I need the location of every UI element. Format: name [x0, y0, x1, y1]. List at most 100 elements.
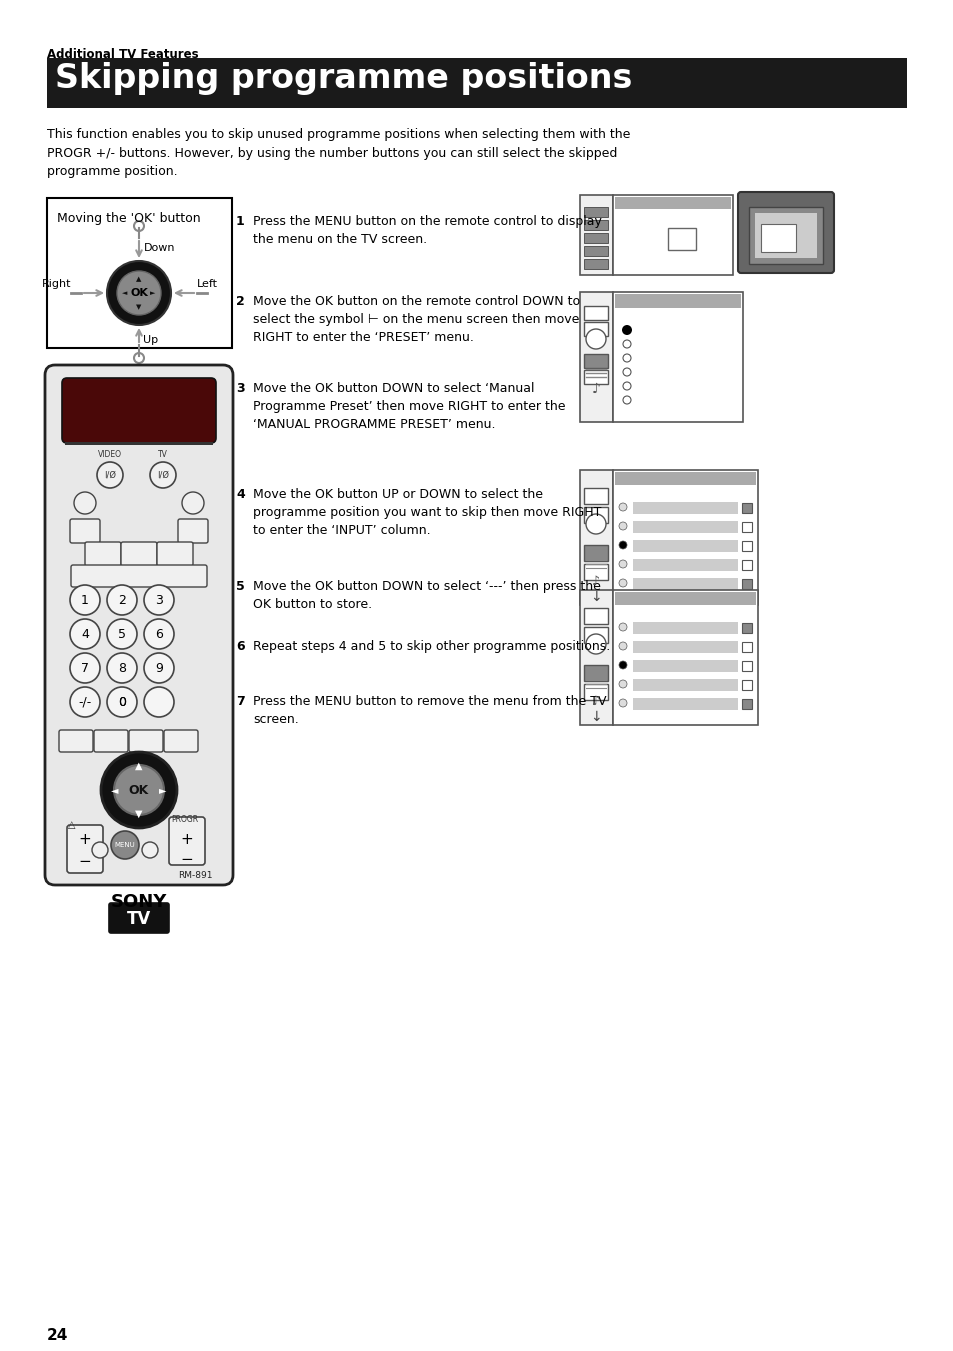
- Circle shape: [618, 698, 626, 707]
- Text: ↓: ↓: [590, 711, 601, 724]
- Text: ♪: ♪: [591, 382, 599, 396]
- FancyBboxPatch shape: [583, 608, 607, 624]
- Text: 4: 4: [81, 627, 89, 640]
- Circle shape: [585, 634, 605, 654]
- Circle shape: [70, 688, 100, 717]
- Text: OK: OK: [130, 288, 148, 299]
- Bar: [754, 213, 816, 258]
- FancyBboxPatch shape: [583, 665, 607, 681]
- Text: 3: 3: [235, 382, 244, 394]
- FancyBboxPatch shape: [583, 259, 607, 269]
- Circle shape: [70, 585, 100, 615]
- Bar: [613, 195, 732, 276]
- FancyBboxPatch shape: [583, 370, 607, 384]
- FancyBboxPatch shape: [85, 542, 121, 566]
- FancyBboxPatch shape: [70, 519, 100, 543]
- Bar: [633, 503, 738, 513]
- FancyBboxPatch shape: [94, 730, 128, 753]
- FancyBboxPatch shape: [741, 680, 751, 690]
- Text: Skipping programme positions: Skipping programme positions: [55, 62, 632, 95]
- Circle shape: [585, 513, 605, 534]
- Text: 6: 6: [155, 627, 163, 640]
- Text: −: −: [180, 852, 193, 867]
- FancyBboxPatch shape: [738, 192, 833, 273]
- FancyBboxPatch shape: [583, 627, 607, 643]
- Circle shape: [618, 642, 626, 650]
- Text: I/Ø: I/Ø: [157, 470, 169, 480]
- Circle shape: [144, 619, 173, 648]
- Text: 1: 1: [81, 593, 89, 607]
- Circle shape: [70, 619, 100, 648]
- Circle shape: [144, 688, 173, 717]
- Circle shape: [618, 661, 626, 669]
- Circle shape: [618, 580, 626, 586]
- Bar: [633, 640, 738, 653]
- Circle shape: [618, 503, 626, 511]
- Text: Press the MENU button to remove the menu from the TV
screen.: Press the MENU button to remove the menu…: [253, 694, 606, 725]
- Circle shape: [585, 330, 605, 349]
- Text: 8: 8: [118, 662, 126, 674]
- FancyBboxPatch shape: [583, 207, 607, 218]
- FancyBboxPatch shape: [121, 542, 157, 566]
- Circle shape: [91, 842, 108, 858]
- FancyBboxPatch shape: [71, 565, 207, 586]
- FancyBboxPatch shape: [583, 488, 607, 504]
- FancyBboxPatch shape: [741, 503, 751, 513]
- Text: This function enables you to skip unused programme positions when selecting them: This function enables you to skip unused…: [47, 128, 630, 178]
- Circle shape: [618, 680, 626, 688]
- Circle shape: [70, 653, 100, 684]
- FancyBboxPatch shape: [583, 232, 607, 243]
- Bar: [760, 224, 795, 253]
- Circle shape: [150, 462, 175, 488]
- Circle shape: [621, 326, 631, 335]
- FancyBboxPatch shape: [583, 305, 607, 320]
- FancyBboxPatch shape: [67, 825, 103, 873]
- Text: ►: ►: [151, 290, 155, 296]
- Text: Move the OK button UP or DOWN to select the
programme position you want to skip : Move the OK button UP or DOWN to select …: [253, 488, 600, 536]
- Circle shape: [111, 831, 139, 859]
- Text: 2: 2: [118, 593, 126, 607]
- Circle shape: [618, 561, 626, 567]
- FancyBboxPatch shape: [741, 540, 751, 551]
- Text: TV: TV: [158, 450, 168, 459]
- Bar: [47, 58, 906, 108]
- Text: +: +: [78, 832, 91, 847]
- FancyBboxPatch shape: [741, 561, 751, 570]
- Circle shape: [113, 765, 164, 815]
- Bar: [633, 661, 738, 671]
- Text: Up: Up: [143, 335, 158, 345]
- Text: ▼: ▼: [136, 304, 142, 309]
- Text: Moving the 'OK' button: Moving the 'OK' button: [57, 212, 200, 226]
- Bar: [633, 698, 738, 711]
- FancyBboxPatch shape: [129, 730, 163, 753]
- Text: TV: TV: [127, 911, 151, 928]
- Text: 4: 4: [235, 488, 245, 501]
- Text: 6: 6: [235, 640, 244, 653]
- FancyBboxPatch shape: [583, 544, 607, 561]
- Text: Move the OK button DOWN to select ‘---’ then press the
OK button to store.: Move the OK button DOWN to select ‘---’ …: [253, 580, 600, 611]
- Text: 7: 7: [81, 662, 89, 674]
- Bar: [667, 228, 696, 250]
- Text: 2: 2: [235, 295, 245, 308]
- Text: ◄: ◄: [112, 785, 118, 794]
- Text: Press the MENU button on the remote control to display
the menu on the TV screen: Press the MENU button on the remote cont…: [253, 215, 601, 246]
- Text: ↓: ↓: [590, 590, 601, 604]
- Bar: [633, 540, 738, 553]
- Bar: [47, 199, 232, 349]
- Circle shape: [107, 688, 137, 717]
- Bar: [633, 521, 738, 534]
- Text: RM-891: RM-891: [178, 871, 213, 880]
- FancyBboxPatch shape: [583, 220, 607, 230]
- Text: Left: Left: [196, 280, 218, 289]
- Text: PROGR: PROGR: [172, 815, 198, 824]
- Text: ▲: ▲: [136, 276, 142, 282]
- Bar: [748, 207, 822, 263]
- FancyBboxPatch shape: [741, 698, 751, 709]
- Text: ♪: ♪: [592, 694, 599, 708]
- Text: 24: 24: [47, 1328, 69, 1343]
- Text: ►: ►: [159, 785, 167, 794]
- FancyBboxPatch shape: [178, 519, 208, 543]
- Text: -/-: -/-: [78, 696, 91, 708]
- FancyBboxPatch shape: [583, 507, 607, 523]
- Text: Move the OK button DOWN to select ‘Manual
Programme Preset’ then move RIGHT to e: Move the OK button DOWN to select ‘Manua…: [253, 382, 565, 431]
